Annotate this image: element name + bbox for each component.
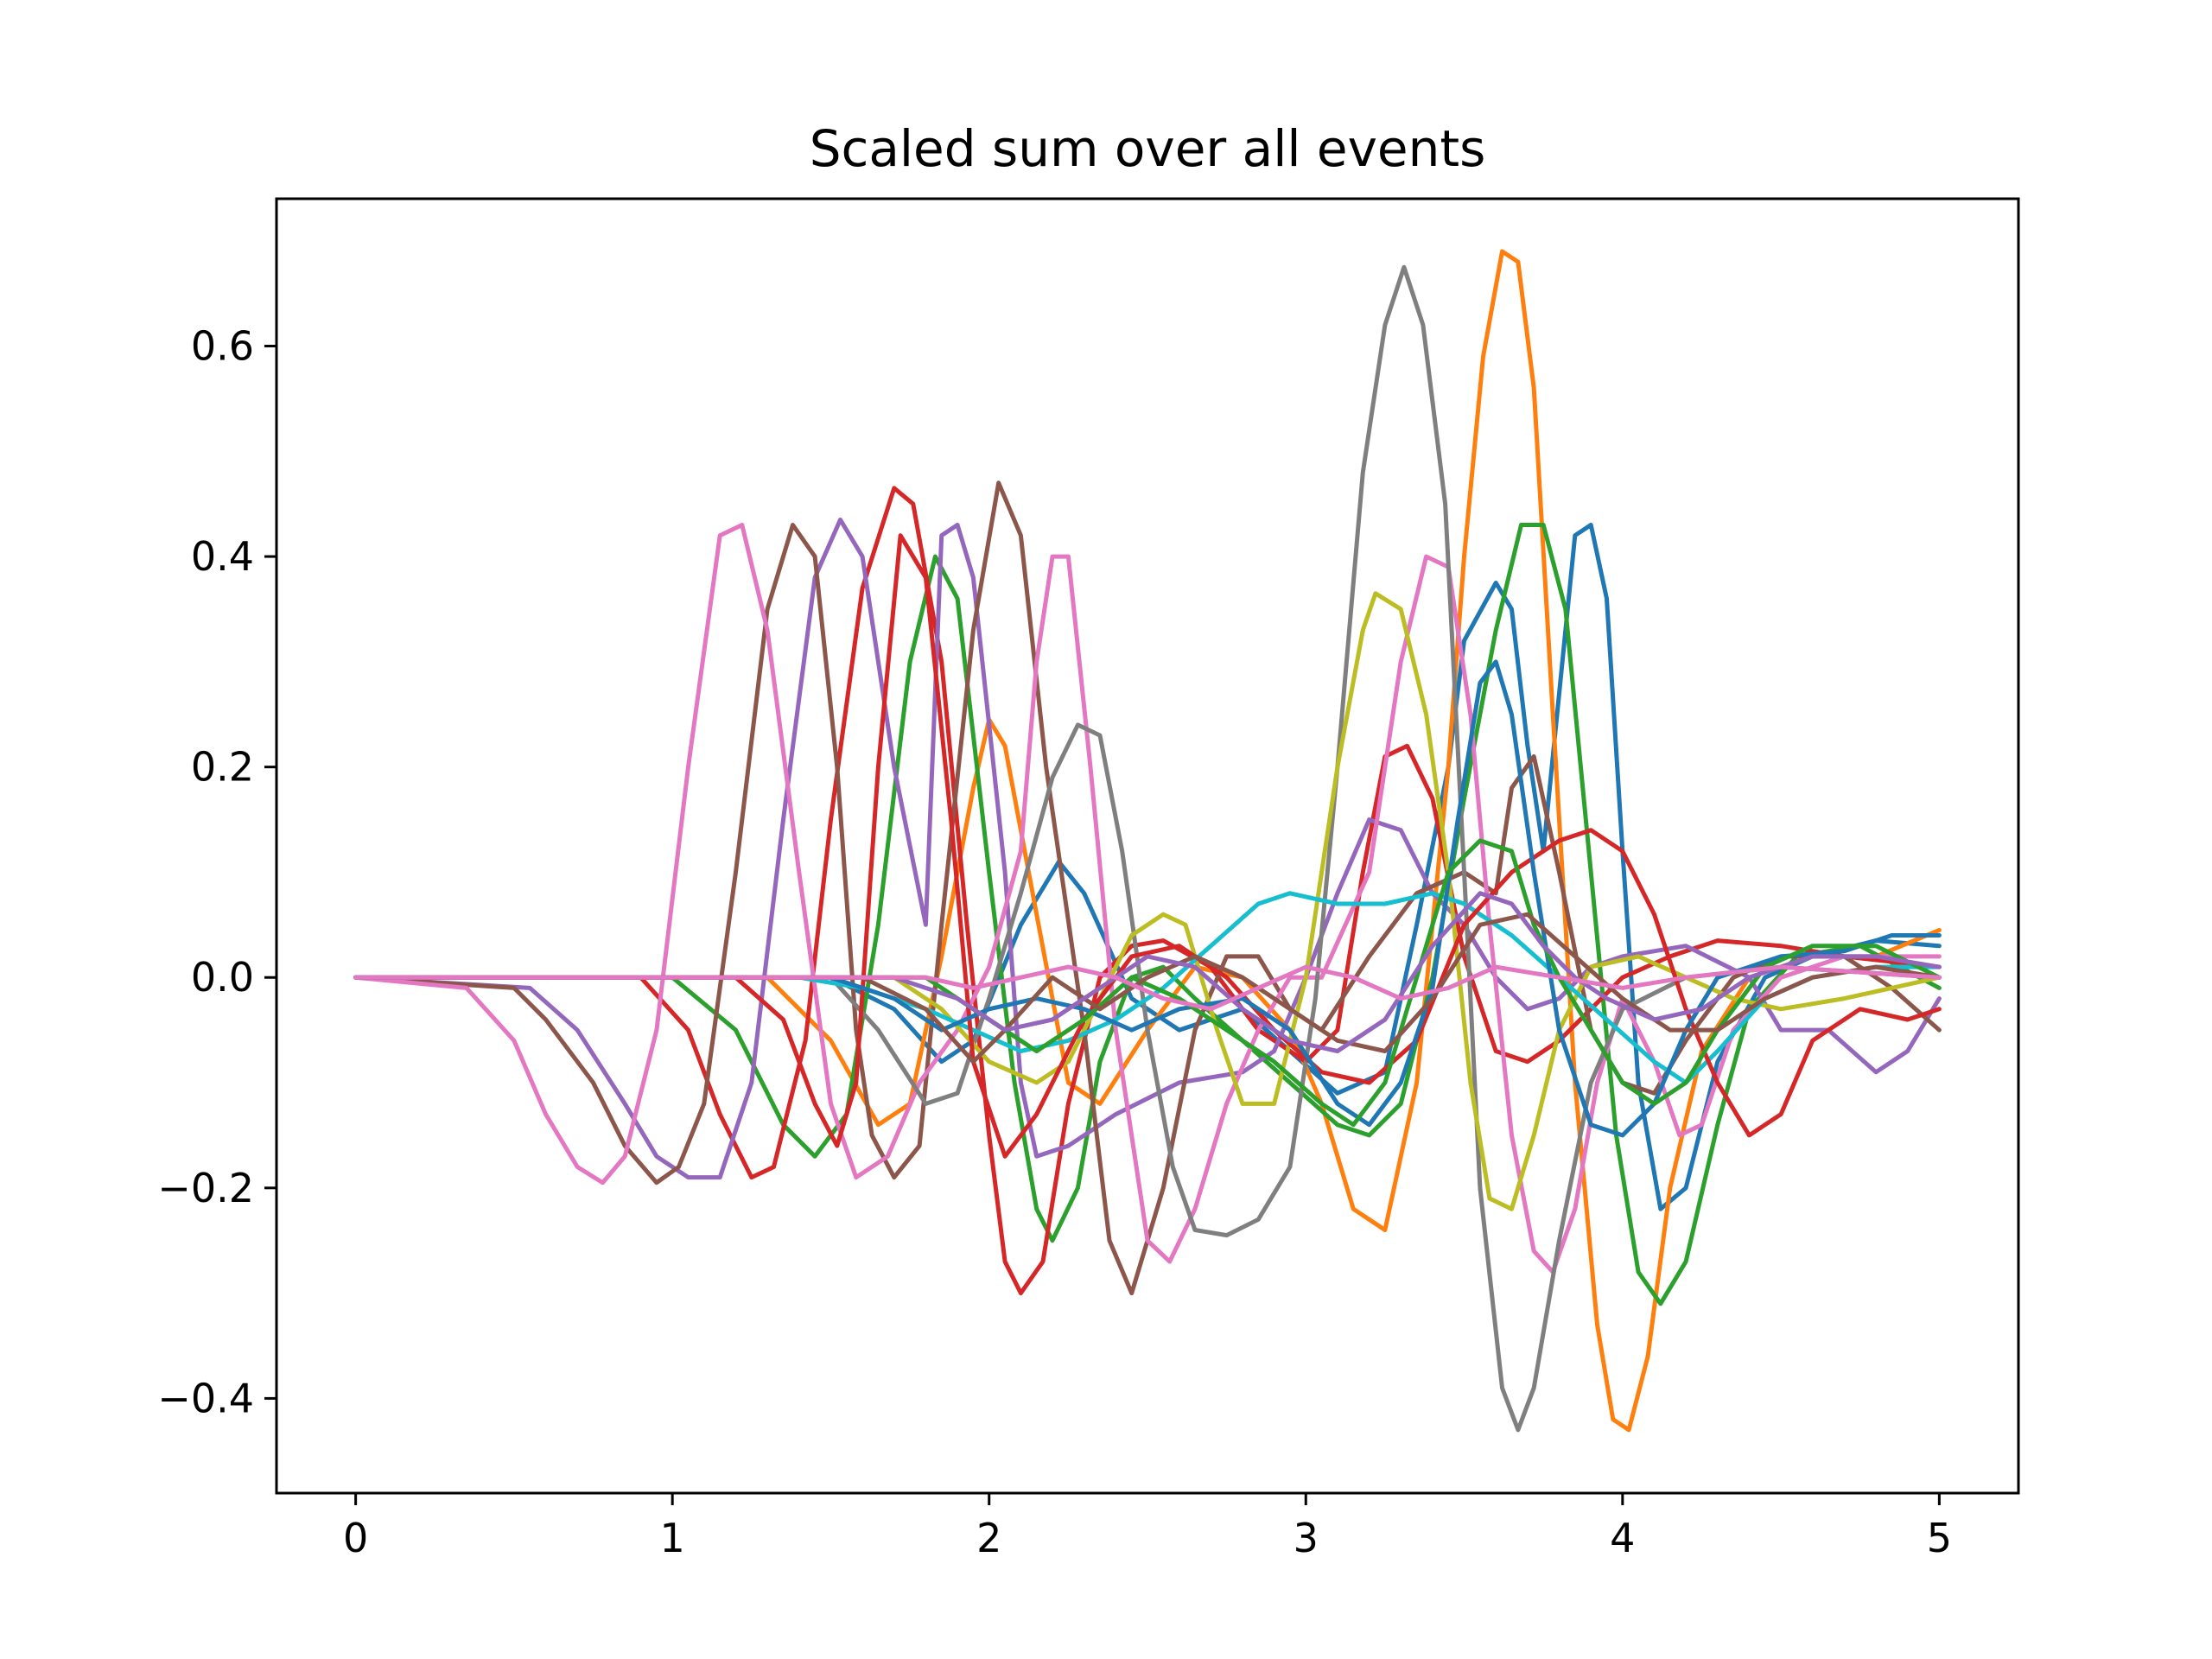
series-line-16 <box>353 964 1942 1012</box>
y-tick-label: 0.4 <box>191 533 254 580</box>
x-tick-label: 2 <box>976 1515 1001 1561</box>
series-line-10 <box>353 891 1942 1085</box>
x-axis: 0 1 2 3 4 5 <box>343 1493 1952 1561</box>
x-tick-label: 1 <box>660 1515 685 1561</box>
series-line-4 <box>353 486 1942 1296</box>
series-line-14 <box>353 912 1942 1065</box>
series-line-5 <box>353 518 1942 1180</box>
series-line-3 <box>353 523 1942 1306</box>
x-tick-label: 5 <box>1927 1515 1952 1561</box>
x-tick-label: 3 <box>1294 1515 1319 1561</box>
x-tick-label: 4 <box>1610 1515 1635 1561</box>
series-line-9 <box>353 591 1942 1211</box>
plot-frame <box>275 197 2020 1495</box>
y-tick-label: 0.2 <box>191 744 254 791</box>
series-line-15 <box>353 891 1942 1053</box>
series-line-8 <box>353 264 1942 1433</box>
y-tick-label: 0.0 <box>191 954 254 1001</box>
series-layer <box>353 249 1942 1433</box>
x-tick-label: 0 <box>343 1515 368 1561</box>
y-axis: −0.4 −0.2 0.0 0.2 0.4 0.6 <box>157 323 276 1421</box>
y-tick-label: −0.4 <box>157 1375 254 1421</box>
series-line-13 <box>353 838 1942 1128</box>
series-line-12 <box>353 659 1942 1138</box>
chart-title: Scaled sum over all events <box>810 119 1486 178</box>
y-tick-label: −0.2 <box>157 1165 254 1211</box>
y-tick-label: 0.6 <box>191 323 254 370</box>
